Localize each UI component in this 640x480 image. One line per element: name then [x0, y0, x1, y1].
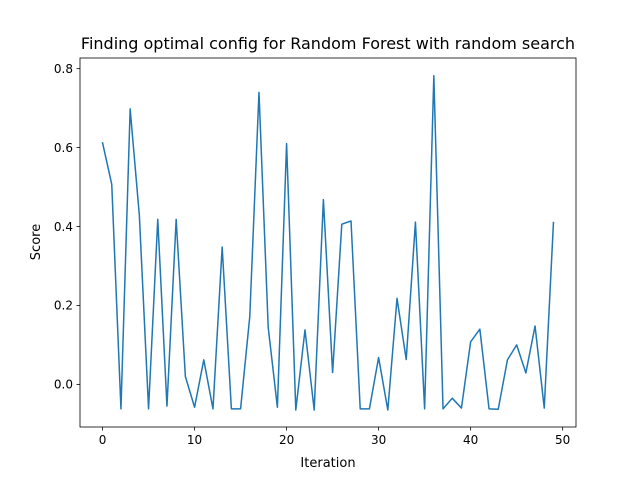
x-tick-label: 20: [279, 433, 294, 447]
x-axis: 0 10 20 30 40 50: [99, 427, 570, 447]
y-axis-label: Score: [29, 224, 44, 260]
y-tick-label: 0.0: [54, 378, 73, 392]
series-line-0: [101, 75, 555, 411]
x-tick-label: 40: [463, 433, 478, 447]
axes-frame: [79, 57, 577, 428]
y-tick-label: 0.2: [54, 299, 73, 313]
y-tick-label: 0.8: [54, 62, 73, 76]
plot-area: [101, 75, 555, 411]
chart-title: Finding optimal config for Random Forest…: [81, 34, 575, 53]
y-tick-label: 0.4: [54, 220, 73, 234]
x-axis-label: Iteration: [300, 456, 355, 471]
x-tick-label: 10: [187, 433, 202, 447]
y-tick-label: 0.6: [54, 141, 73, 155]
x-tick-label: 30: [371, 433, 386, 447]
x-tick-label: 50: [555, 433, 570, 447]
x-tick-label: 0: [99, 433, 107, 447]
y-axis: 0.0 0.2 0.4 0.6 0.8: [54, 62, 80, 392]
